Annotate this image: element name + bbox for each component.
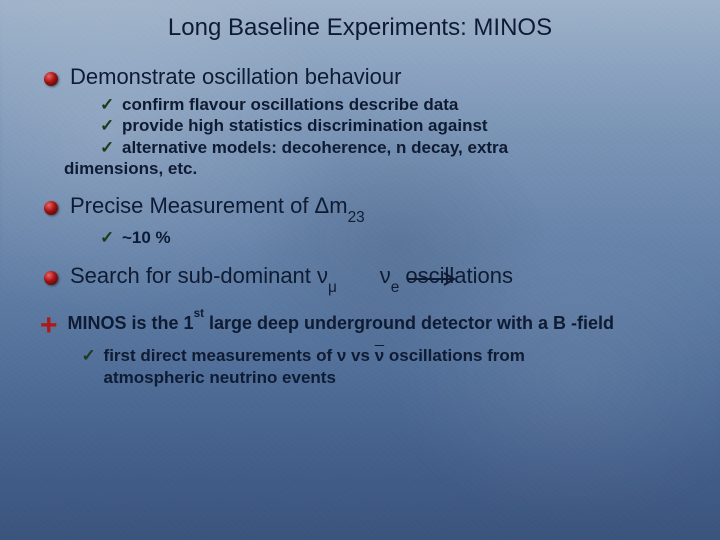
plus-sub-list: ✓ first direct measurements of ν vs ν os… — [82, 345, 684, 388]
arrow-icon — [406, 270, 464, 288]
sub-list-2: ✓ ~10 % — [100, 227, 684, 248]
check-icon: ✓ — [100, 115, 114, 136]
sub-item: ✓ provide high statistics discrimination… — [100, 115, 684, 136]
check-icon: ✓ — [82, 345, 96, 366]
slide-content: Long Baseline Experiments: MINOS Demonst… — [0, 0, 720, 540]
sub-item: ✓ alternative models: decoherence, n dec… — [100, 137, 684, 158]
plus-icon: + — [40, 311, 58, 341]
bullet-icon — [44, 72, 58, 86]
check-icon: ✓ — [100, 137, 114, 158]
sub-item-tail: dimensions, etc. — [64, 158, 684, 179]
bullet-row: Demonstrate oscillation behaviour — [44, 64, 684, 90]
sub-item: ✓ confirm flavour oscillations describe … — [100, 94, 684, 115]
plus-text: MINOS is the 1st large deep underground … — [68, 311, 684, 335]
section-3: Search for sub-dominant νμ νe oscillatio… — [44, 263, 684, 293]
sub-text: ~10 % — [122, 227, 171, 248]
section-2: Precise Measurement of Δm23 ✓ ~10 % — [44, 193, 684, 249]
section-1: Demonstrate oscillation behaviour ✓ conf… — [44, 64, 684, 179]
sub-item: ✓ ~10 % — [100, 227, 684, 248]
sub-text: first direct measurements of ν vs ν osci… — [104, 345, 604, 388]
sub-text: alternative models: decoherence, n decay… — [122, 137, 508, 158]
sub-item: ✓ first direct measurements of ν vs ν os… — [82, 345, 684, 388]
bullet-icon — [44, 201, 58, 215]
bullet-icon — [44, 271, 58, 285]
sub-text: provide high statistics discrimination a… — [122, 115, 488, 136]
title-text: Long Baseline Experiments: MINOS — [168, 14, 552, 41]
sub-list-1: ✓ confirm flavour oscillations describe … — [100, 94, 684, 179]
slide-title: Long Baseline Experiments: MINOS — [36, 14, 684, 42]
sub-text: confirm flavour oscillations describe da… — [122, 94, 458, 115]
check-icon: ✓ — [100, 227, 114, 248]
bullet-row: Precise Measurement of Δm23 — [44, 193, 684, 223]
plus-block: + MINOS is the 1st large deep undergroun… — [40, 311, 684, 402]
check-icon: ✓ — [100, 94, 114, 115]
sub-text: dimensions, etc. — [64, 158, 197, 179]
section-heading: Demonstrate oscillation behaviour — [70, 64, 401, 90]
section-heading: Precise Measurement of Δm23 — [70, 193, 365, 223]
bullet-row: Search for sub-dominant νμ νe oscillatio… — [44, 263, 684, 293]
